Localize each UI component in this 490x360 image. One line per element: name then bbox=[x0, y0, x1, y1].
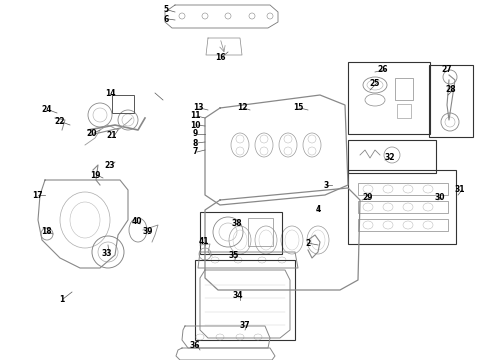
Bar bbox=[358, 183, 448, 195]
Text: 22: 22 bbox=[55, 117, 65, 126]
Text: 12: 12 bbox=[237, 104, 247, 112]
Text: 7: 7 bbox=[192, 148, 197, 157]
Text: 27: 27 bbox=[441, 66, 452, 75]
Text: 9: 9 bbox=[193, 130, 197, 139]
Bar bbox=[200, 212, 282, 254]
Text: 13: 13 bbox=[193, 104, 203, 112]
Text: 4: 4 bbox=[316, 206, 320, 215]
Bar bbox=[348, 170, 456, 244]
Bar bbox=[429, 65, 473, 137]
Text: 28: 28 bbox=[446, 85, 456, 94]
Text: 24: 24 bbox=[42, 105, 52, 114]
Text: 41: 41 bbox=[199, 238, 209, 247]
Bar bbox=[248, 218, 273, 246]
Text: 10: 10 bbox=[190, 121, 200, 130]
Text: 33: 33 bbox=[102, 248, 112, 257]
Text: 8: 8 bbox=[192, 139, 197, 148]
Bar bbox=[348, 140, 436, 173]
Bar bbox=[112, 95, 134, 113]
Text: 17: 17 bbox=[32, 190, 42, 199]
Text: 40: 40 bbox=[132, 216, 142, 225]
Text: 14: 14 bbox=[105, 89, 115, 98]
Text: 6: 6 bbox=[163, 14, 169, 23]
Bar bbox=[358, 219, 448, 231]
Bar bbox=[348, 62, 430, 134]
Text: 30: 30 bbox=[435, 194, 445, 202]
Text: 18: 18 bbox=[41, 228, 51, 237]
Text: 25: 25 bbox=[370, 78, 380, 87]
Text: 29: 29 bbox=[363, 194, 373, 202]
Text: 26: 26 bbox=[378, 66, 388, 75]
Text: 21: 21 bbox=[107, 131, 117, 140]
Text: 34: 34 bbox=[233, 292, 243, 301]
Bar bbox=[395, 78, 413, 100]
Text: 31: 31 bbox=[455, 185, 465, 194]
Bar bbox=[195, 260, 295, 340]
Text: 39: 39 bbox=[143, 228, 153, 237]
Text: 36: 36 bbox=[190, 341, 200, 350]
Text: 19: 19 bbox=[90, 171, 100, 180]
Text: 38: 38 bbox=[232, 220, 243, 229]
Text: 20: 20 bbox=[87, 129, 97, 138]
Text: 5: 5 bbox=[164, 5, 169, 14]
Text: 2: 2 bbox=[305, 238, 311, 248]
Text: 3: 3 bbox=[323, 180, 329, 189]
Text: 15: 15 bbox=[293, 104, 303, 112]
Bar bbox=[397, 104, 411, 118]
Text: 37: 37 bbox=[240, 321, 250, 330]
Text: 1: 1 bbox=[59, 294, 65, 303]
Bar bbox=[358, 201, 448, 213]
Text: 16: 16 bbox=[215, 53, 225, 62]
Text: 23: 23 bbox=[105, 161, 115, 170]
Text: 35: 35 bbox=[229, 252, 239, 261]
Text: 11: 11 bbox=[190, 112, 200, 121]
Text: 32: 32 bbox=[385, 153, 395, 162]
